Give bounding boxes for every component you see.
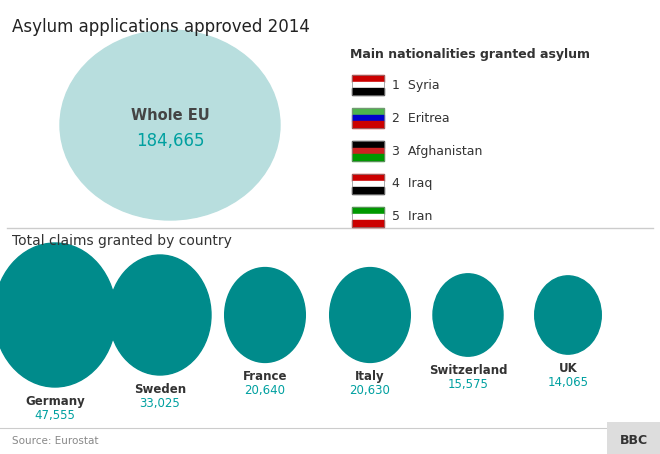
Text: 184,665: 184,665	[136, 132, 204, 150]
Bar	[352, 75, 384, 95]
Bar	[352, 89, 384, 95]
Bar	[352, 82, 384, 89]
Text: Italy: Italy	[355, 370, 385, 384]
Bar	[352, 188, 384, 194]
Ellipse shape	[60, 30, 280, 220]
Text: 2  Eritrea: 2 Eritrea	[392, 112, 449, 124]
Text: 1  Syria: 1 Syria	[392, 79, 440, 92]
Bar	[352, 154, 384, 161]
Bar	[352, 108, 384, 128]
Bar	[352, 141, 384, 161]
Text: Whole EU: Whole EU	[131, 108, 209, 123]
Text: Sweden: Sweden	[134, 383, 186, 396]
Bar	[352, 141, 384, 148]
Bar	[352, 121, 384, 128]
Bar	[352, 148, 384, 154]
Bar	[352, 75, 384, 82]
Ellipse shape	[0, 243, 116, 387]
Text: 47,555: 47,555	[34, 409, 75, 422]
Text: 14,065: 14,065	[548, 376, 589, 389]
Text: Switzerland: Switzerland	[429, 364, 508, 377]
Text: 15,575: 15,575	[447, 378, 488, 391]
Bar	[352, 181, 384, 188]
Text: France: France	[243, 370, 287, 384]
Text: BBC: BBC	[620, 434, 648, 448]
Text: 20,640: 20,640	[244, 385, 286, 397]
Bar	[352, 115, 384, 121]
Text: 33,025: 33,025	[140, 397, 180, 410]
Ellipse shape	[535, 276, 601, 354]
Text: 3  Afghanistan: 3 Afghanistan	[392, 144, 482, 158]
Text: UK: UK	[558, 362, 578, 375]
Text: 4  Iraq: 4 Iraq	[392, 178, 432, 191]
Bar	[352, 174, 384, 194]
Bar	[352, 174, 384, 181]
Ellipse shape	[109, 255, 211, 375]
Text: Source: Eurostat: Source: Eurostat	[12, 436, 98, 446]
Bar	[352, 207, 384, 227]
Text: 5  Iran: 5 Iran	[392, 211, 432, 223]
Text: Germany: Germany	[25, 395, 85, 408]
Bar	[352, 108, 384, 115]
Text: Total claims granted by country: Total claims granted by country	[12, 234, 232, 248]
Ellipse shape	[433, 274, 503, 356]
Text: Asylum applications approved 2014: Asylum applications approved 2014	[12, 18, 310, 36]
Bar	[352, 207, 384, 214]
Bar	[352, 214, 384, 220]
Ellipse shape	[330, 267, 411, 362]
Text: Main nationalities granted asylum: Main nationalities granted asylum	[350, 48, 590, 61]
Ellipse shape	[224, 267, 306, 362]
Text: 20,630: 20,630	[350, 385, 391, 397]
Bar	[352, 220, 384, 227]
